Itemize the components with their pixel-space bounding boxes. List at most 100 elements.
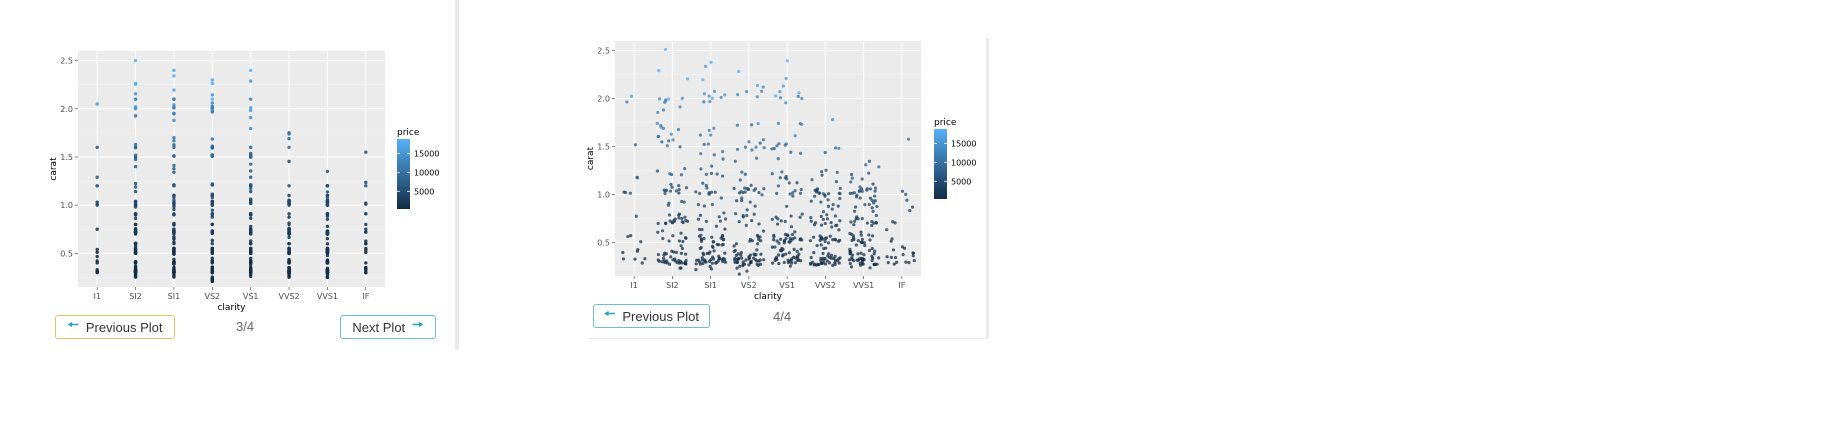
data-point: [210, 222, 215, 226]
data-point: [364, 267, 368, 272]
data-point: [248, 269, 253, 274]
data-point: [325, 232, 330, 236]
data-point: [325, 272, 330, 277]
data-point: [248, 239, 253, 243]
data-point: [364, 150, 368, 154]
data-point: [248, 162, 253, 166]
data-point: [248, 212, 253, 216]
data-point: [172, 143, 176, 147]
next-plot-button[interactable]: Next Plot 🠖: [340, 315, 436, 339]
previous-plot-button[interactable]: 🠔 Previous Plot: [55, 315, 175, 339]
next-plot-label: Next Plot: [352, 319, 406, 335]
data-point: [248, 231, 253, 235]
arrow-left-icon: 🠔: [604, 307, 616, 322]
x-tick-label: VVS1: [317, 292, 338, 301]
data-point: [210, 215, 215, 219]
data-point: [248, 246, 253, 251]
arrow-right-icon: 🠖: [412, 318, 424, 333]
data-point: [287, 222, 291, 227]
data-point: [133, 216, 138, 221]
data-point: [133, 213, 138, 217]
data-point: [172, 163, 176, 168]
data-point: [210, 247, 215, 252]
data-point: [287, 248, 291, 253]
data-point: [133, 181, 138, 186]
data-point: [172, 213, 176, 217]
data-point: [287, 136, 291, 141]
data-point: [172, 205, 176, 209]
legend-colorbar: [397, 139, 410, 209]
data-point: [133, 81, 138, 86]
data-point: [210, 251, 215, 255]
data-point: [133, 247, 138, 252]
data-point: [287, 259, 291, 263]
data-point: [287, 212, 291, 216]
y-tick-label: 2.5: [60, 57, 73, 66]
data-point: [325, 217, 330, 222]
plot-panel-left: 0.5 1.0 1.5 2.0 2.5 I1 SI2 SI1 VS2 VS1 VVS2 VVS1 IF c…: [0, 0, 459, 350]
data-point: [364, 230, 368, 234]
data-point: [287, 227, 291, 231]
data-point: [364, 227, 368, 231]
data-point: [210, 93, 215, 97]
data-point: [95, 270, 99, 274]
data-point: [210, 101, 215, 105]
data-point: [210, 229, 215, 233]
legend-title: price: [397, 128, 420, 138]
data-point: [248, 126, 253, 131]
data-point: [364, 261, 368, 265]
y-tick-label: 0.5: [60, 249, 73, 258]
data-point: [287, 184, 291, 188]
arrow-left-icon: 🠔: [67, 318, 79, 333]
data-point: [325, 250, 330, 255]
data-point: [325, 275, 330, 279]
data-point: [172, 269, 176, 274]
data-point: [325, 258, 330, 262]
data-point: [133, 146, 138, 150]
legend-break-label: 5000: [414, 187, 434, 196]
data-point: [248, 115, 253, 120]
data-point: [172, 97, 176, 101]
data-point: [210, 213, 215, 217]
plot-counter: 4/4: [773, 309, 792, 324]
data-point: [248, 256, 253, 261]
x-tick-label: SI1: [168, 292, 181, 301]
data-point: [325, 200, 330, 204]
data-point: [172, 201, 176, 205]
previous-plot-button[interactable]: 🠔 Previous Plot: [593, 304, 710, 328]
y-axis-title: carat: [49, 157, 59, 181]
y-tick-label: 1.0: [60, 201, 73, 210]
legend-break-label: 15000: [414, 149, 439, 158]
data-point: [364, 212, 368, 216]
data-point: [325, 267, 330, 272]
data-point: [172, 145, 176, 150]
data-point: [248, 97, 253, 101]
data-point: [133, 97, 138, 101]
data-point: [172, 166, 176, 171]
y-tick-label: 1.5: [60, 153, 73, 162]
data-point: [325, 224, 330, 229]
data-point: [172, 74, 176, 78]
data-point: [325, 190, 330, 194]
data-point: [133, 153, 138, 157]
x-tick-label: VVS2: [279, 292, 300, 301]
data-point: [248, 198, 253, 203]
data-point: [95, 175, 99, 179]
data-point: [210, 278, 215, 283]
data-point: [364, 241, 368, 246]
data-point: [325, 242, 330, 246]
data-point: [210, 145, 215, 150]
data-point: [210, 104, 215, 109]
x-tick-label: IF: [362, 292, 369, 301]
data-point: [325, 261, 330, 265]
data-point: [287, 241, 291, 246]
data-point: [133, 107, 138, 111]
x-tick-label: I1: [93, 292, 100, 301]
data-point: [248, 266, 253, 270]
data-point: [133, 251, 138, 255]
data-point: [248, 183, 253, 187]
x-axis-title: clarity: [217, 303, 246, 313]
data-point: [210, 238, 215, 243]
data-point: [172, 106, 176, 110]
data-point: [210, 241, 215, 246]
